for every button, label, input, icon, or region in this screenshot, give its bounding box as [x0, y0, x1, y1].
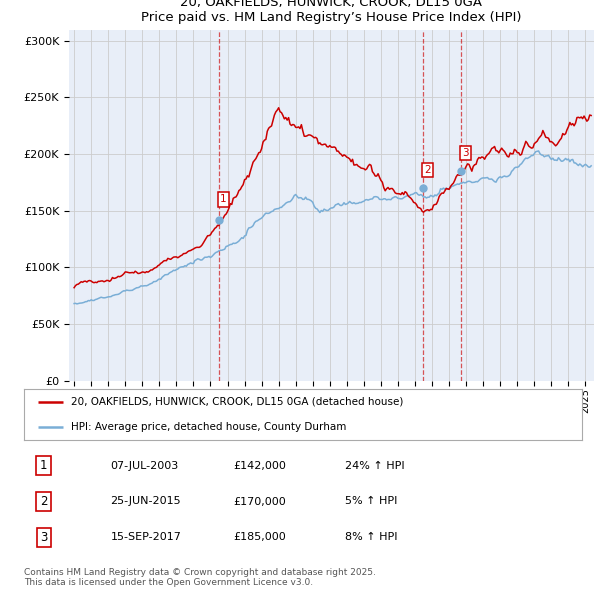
- Text: 15-SEP-2017: 15-SEP-2017: [110, 532, 181, 542]
- Text: 3: 3: [462, 148, 469, 158]
- Text: 1: 1: [40, 459, 47, 472]
- Text: £185,000: £185,000: [233, 532, 286, 542]
- Text: 2: 2: [40, 495, 47, 508]
- Title: 20, OAKFIELDS, HUNWICK, CROOK, DL15 0GA
Price paid vs. HM Land Registry’s House : 20, OAKFIELDS, HUNWICK, CROOK, DL15 0GA …: [141, 0, 522, 24]
- Text: 24% ↑ HPI: 24% ↑ HPI: [345, 461, 404, 471]
- Text: £142,000: £142,000: [233, 461, 286, 471]
- Text: 20, OAKFIELDS, HUNWICK, CROOK, DL15 0GA (detached house): 20, OAKFIELDS, HUNWICK, CROOK, DL15 0GA …: [71, 397, 404, 407]
- Text: Contains HM Land Registry data © Crown copyright and database right 2025.
This d: Contains HM Land Registry data © Crown c…: [24, 568, 376, 587]
- Text: 07-JUL-2003: 07-JUL-2003: [110, 461, 179, 471]
- Text: 3: 3: [40, 531, 47, 544]
- Text: 2: 2: [424, 165, 431, 175]
- Text: £170,000: £170,000: [233, 497, 286, 506]
- Text: HPI: Average price, detached house, County Durham: HPI: Average price, detached house, Coun…: [71, 422, 347, 432]
- Text: 1: 1: [220, 194, 227, 204]
- Text: 8% ↑ HPI: 8% ↑ HPI: [345, 532, 397, 542]
- Text: 25-JUN-2015: 25-JUN-2015: [110, 497, 181, 506]
- Text: 5% ↑ HPI: 5% ↑ HPI: [345, 497, 397, 506]
